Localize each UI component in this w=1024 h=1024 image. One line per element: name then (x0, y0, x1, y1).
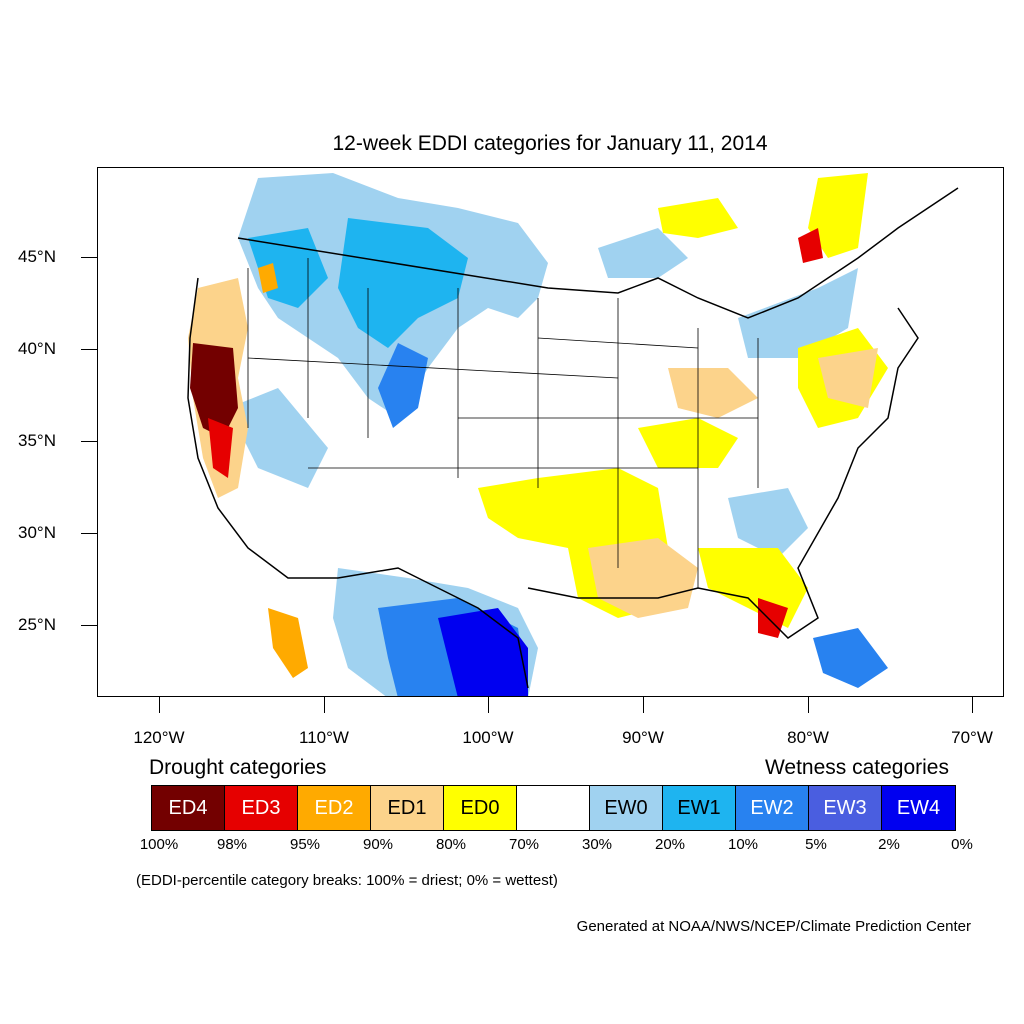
lon-label-110w: 110°W (299, 728, 349, 747)
legend-box-ew2: EW2 (736, 786, 809, 830)
percentile-label: 0% (951, 836, 973, 853)
lon-tick (643, 697, 644, 713)
legend-box-ed4: ED4 (152, 786, 225, 830)
legend-box-ew4: EW4 (882, 786, 955, 830)
lon-tick (159, 697, 160, 713)
percentile-label: 70% (508, 836, 540, 853)
lat-label-35n: 35°N (18, 431, 56, 450)
lat-label-30n: 30°N (18, 523, 56, 542)
credit-text: Generated at NOAA/NWS/NCEP/Climate Predi… (576, 918, 971, 935)
percentile-label: 10% (727, 836, 759, 853)
percentile-label: 5% (805, 836, 827, 853)
lon-label-90w: 90°W (622, 728, 664, 747)
drought-heading: Drought categories (149, 756, 327, 779)
category-note: (EDDI-percentile category breaks: 100% =… (136, 872, 558, 889)
legend-box-ew1: EW1 (663, 786, 736, 830)
lon-label-100w: 100°W (462, 728, 514, 747)
percentile-label: 100% (139, 836, 179, 853)
lon-tick (808, 697, 809, 713)
legend-box-ed0: ED0 (444, 786, 517, 830)
lon-tick (488, 697, 489, 713)
lat-tick (81, 533, 97, 534)
legend-box-ed2: ED2 (298, 786, 371, 830)
map-title: 12-week EDDI categories for January 11, … (332, 132, 768, 155)
lon-tick (972, 697, 973, 713)
legend-box-ed3: ED3 (225, 786, 298, 830)
percentile-label: 30% (581, 836, 613, 853)
lon-label-80w: 80°W (787, 728, 829, 747)
percentile-label: 98% (216, 836, 248, 853)
percentile-label: 80% (435, 836, 467, 853)
lat-tick (81, 257, 97, 258)
lat-tick (81, 349, 97, 350)
percentile-label: 95% (289, 836, 321, 853)
percentile-label: 90% (362, 836, 394, 853)
map-canvas (187, 173, 959, 696)
lat-label-40n: 40°N (18, 339, 56, 358)
lat-label-25n: 25°N (18, 615, 56, 634)
category-legend: ED4 ED3 ED2 ED1 ED0 EW0 EW1 EW2 EW3 EW4 (151, 785, 956, 831)
drought-regions (188, 173, 888, 678)
lon-tick (324, 697, 325, 713)
legend-box-normal (517, 786, 590, 830)
lon-label-120w: 120°W (133, 728, 185, 747)
legend-box-ew0: EW0 (590, 786, 663, 830)
legend-box-ew3: EW3 (809, 786, 882, 830)
eddi-map (97, 167, 1004, 697)
lat-label-45n: 45°N (18, 247, 56, 266)
lat-tick (81, 441, 97, 442)
boundary-lines (187, 187, 959, 689)
lon-label-70w: 70°W (951, 728, 993, 747)
lat-tick (81, 625, 97, 626)
wetness-heading: Wetness categories (764, 756, 949, 779)
percentile-label: 2% (878, 836, 900, 853)
percentile-label: 20% (654, 836, 686, 853)
legend-box-ed1: ED1 (371, 786, 444, 830)
